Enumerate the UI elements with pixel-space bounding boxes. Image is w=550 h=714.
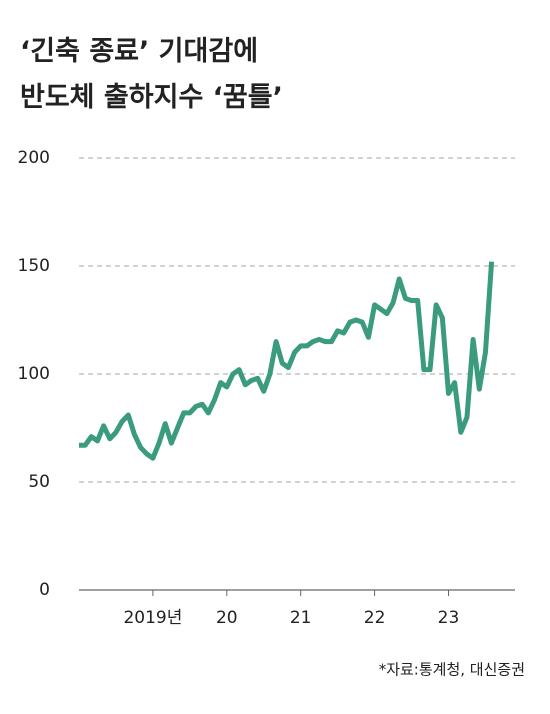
source-note: *자료:통계청, 대신증권 [379,661,525,679]
y-tick-label: 200 [18,148,50,168]
y-tick-label: 150 [18,256,50,276]
x-tick-label: 22 [364,608,386,628]
chart-title: ‘긴축 종료’ 기대감에 [20,36,258,67]
x-tick-label: 23 [438,608,460,628]
x-tick-label: 21 [290,608,312,628]
y-tick-label: 100 [18,364,50,384]
x-tick-label: 20 [216,608,238,628]
x-tick-label: 2019년 [123,608,182,628]
y-tick-label: 0 [39,580,50,600]
data-line [79,261,495,461]
chart-title: 반도체 출하지수 ‘꿈틀’ [20,82,283,113]
y-tick-label: 50 [28,472,50,492]
